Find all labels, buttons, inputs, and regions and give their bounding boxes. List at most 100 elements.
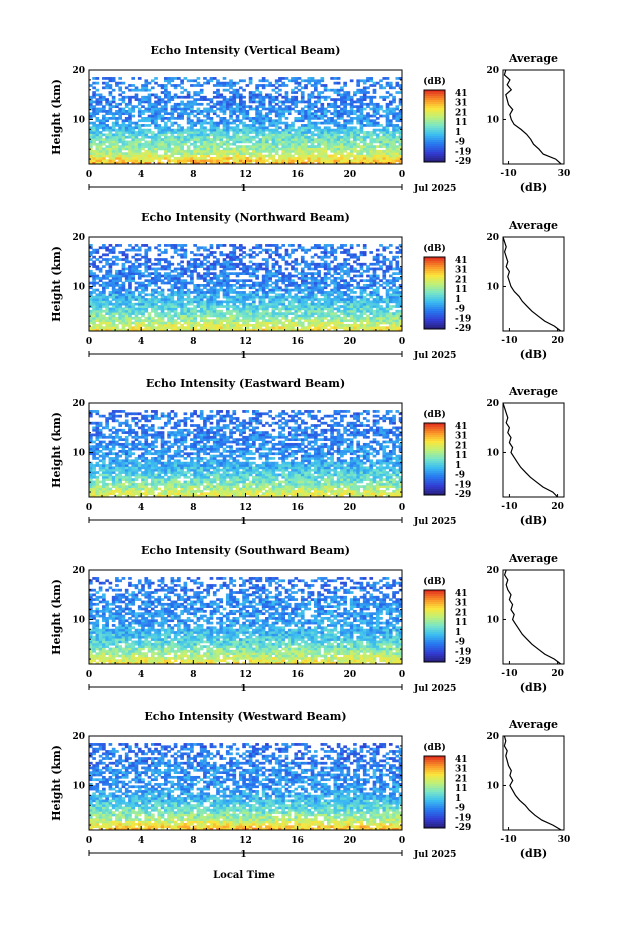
heatmap-cell xyxy=(163,145,168,148)
heatmap-cell xyxy=(261,302,266,306)
heatmap-cell xyxy=(248,323,253,327)
heatmap-cell xyxy=(382,319,387,322)
heatmap-cell xyxy=(199,316,204,320)
heatmap-cell xyxy=(105,260,109,264)
heatmap-cell xyxy=(284,149,289,153)
heatmap-cell xyxy=(203,314,207,318)
heatmap-cell xyxy=(212,109,217,113)
heatmap-cell xyxy=(336,145,341,148)
heatmap-cell xyxy=(206,312,211,315)
heatmap-cell xyxy=(242,316,246,320)
heatmap-cell xyxy=(388,300,393,304)
heatmap-cell xyxy=(300,140,305,144)
heatmap-cell xyxy=(137,319,142,322)
heatmap-cell xyxy=(141,138,145,141)
heatmap-cell xyxy=(108,152,113,155)
heatmap-cell xyxy=(379,124,383,127)
heatmap-cell xyxy=(144,267,149,271)
heatmap-cell xyxy=(102,109,106,113)
heatmap-cell xyxy=(255,321,259,325)
heatmap-cell xyxy=(304,100,308,104)
heatmap-cell xyxy=(173,86,178,90)
heatmap-cell xyxy=(157,100,162,104)
heatmap-cell xyxy=(150,86,155,90)
heatmap-cell xyxy=(141,128,145,132)
heatmap-cell xyxy=(105,274,109,278)
heatmap-cell xyxy=(310,93,315,97)
heatmap-cell xyxy=(343,293,347,297)
heatmap-cell xyxy=(333,272,338,275)
heatmap-cell xyxy=(89,300,93,304)
heatmap-cell xyxy=(349,269,354,273)
heatmap-cell xyxy=(180,307,184,311)
heatmap-cell xyxy=(333,321,338,325)
heatmap-cell xyxy=(212,312,217,315)
heatmap-cell xyxy=(369,138,374,141)
heatmap-cell xyxy=(258,84,263,87)
heatmap-cell xyxy=(180,328,184,332)
heatmap-cell xyxy=(271,281,276,285)
heatmap-cell xyxy=(274,95,279,99)
heatmap-cell xyxy=(177,295,181,299)
heatmap-cell xyxy=(105,112,109,116)
heatmap-cell xyxy=(336,288,341,292)
heatmap-cell xyxy=(193,265,197,268)
heatmap-cell xyxy=(183,161,188,165)
heatmap-cell xyxy=(163,272,168,275)
heatmap-cell xyxy=(242,269,246,273)
heatmap-cell xyxy=(287,161,292,165)
heatmap-cell xyxy=(170,316,175,320)
heatmap-cell xyxy=(144,156,149,160)
heatmap-cell xyxy=(359,135,364,139)
heatmap-cell xyxy=(134,328,139,332)
heatmap-cell xyxy=(102,328,106,332)
heatmap-cell xyxy=(118,159,122,163)
heatmap-cell xyxy=(118,312,122,315)
heatmap-cell xyxy=(196,145,201,148)
heatmap-cell xyxy=(372,316,377,320)
heatmap-cell xyxy=(372,159,377,163)
heatmap-cell xyxy=(173,93,178,97)
heatmap-cell xyxy=(320,159,325,163)
heatmap-cell xyxy=(284,260,289,264)
heatmap-cell xyxy=(150,109,155,113)
heatmap-cell xyxy=(294,260,299,264)
heatmap-cell xyxy=(95,152,100,155)
heatmap-cell xyxy=(238,298,243,301)
heatmap-cell xyxy=(163,128,168,132)
heatmap-cell xyxy=(248,309,253,313)
heatmap-cell xyxy=(340,100,344,104)
heatmap-cell xyxy=(313,81,318,85)
heatmap-cell xyxy=(180,131,184,134)
heatmap-cell xyxy=(177,117,181,120)
heatmap-cell xyxy=(281,293,286,297)
heatmap-cell xyxy=(261,314,266,318)
heatmap-cell xyxy=(95,159,100,163)
heatmap-cell xyxy=(297,328,302,332)
heatmap-cell xyxy=(121,154,126,158)
heatmap-cell xyxy=(330,77,334,80)
heatmap-cell xyxy=(353,145,357,148)
heatmap-cell xyxy=(170,314,175,318)
heatmap-cell xyxy=(232,279,237,283)
heatmap-cell xyxy=(124,260,129,264)
heatmap-cell xyxy=(216,88,220,92)
heatmap-cell xyxy=(147,98,152,101)
heatmap-cell xyxy=(349,302,354,306)
heatmap-cell xyxy=(372,281,377,285)
heatmap-cell xyxy=(111,124,116,127)
heatmap-cell xyxy=(375,140,380,144)
heatmap-cell xyxy=(124,272,129,275)
heatmap-cell xyxy=(128,293,132,297)
heatmap-cell xyxy=(212,291,217,294)
heatmap-cell xyxy=(340,95,344,99)
heatmap-cell xyxy=(95,77,100,80)
heatmap-cell xyxy=(265,284,269,287)
heatmap-cell xyxy=(242,309,246,313)
heatmap-cell xyxy=(349,128,354,132)
heatmap-cell xyxy=(225,276,230,280)
heatmap-cell xyxy=(180,279,184,283)
heatmap-cell xyxy=(353,316,357,320)
heatmap-cell xyxy=(379,114,383,118)
heatmap-cell xyxy=(366,267,370,271)
